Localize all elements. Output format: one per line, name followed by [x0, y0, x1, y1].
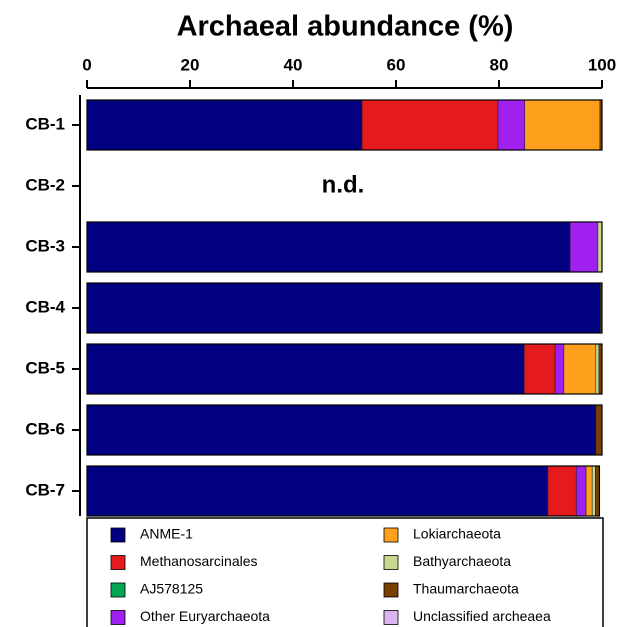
bar-segment — [497, 99, 526, 151]
legend-swatch — [383, 555, 399, 570]
bar-segment — [585, 465, 593, 517]
bar-outline — [86, 465, 601, 517]
legend-label: Bathyarchaeota — [413, 553, 511, 569]
y-tick-label: CB-6 — [25, 419, 65, 438]
legend-swatch — [110, 555, 126, 570]
bar-segment — [563, 343, 597, 395]
bar-segment — [575, 465, 587, 517]
legend-swatch — [110, 527, 126, 543]
legend-swatch — [383, 527, 399, 543]
y-tick-label: CB-1 — [25, 114, 65, 133]
legend-label: ANME-1 — [140, 526, 193, 542]
bar-outline — [86, 282, 603, 334]
legend-label: Lokiarchaeota — [413, 526, 501, 542]
legend-swatch — [110, 582, 126, 598]
x-tick-label: 100 — [588, 55, 616, 74]
annotation: n.d. — [322, 171, 365, 198]
bar-segment — [597, 221, 603, 273]
chart-title: Archaeal abundance (%) — [177, 11, 514, 43]
y-tick-label: CB-5 — [25, 358, 65, 377]
x-tick-label: 20 — [181, 55, 200, 74]
y-tick-label: CB-3 — [25, 236, 65, 255]
bar-segment — [86, 465, 549, 517]
bar-segment — [86, 343, 525, 395]
bar-segment — [524, 99, 601, 151]
legend-label: Thaumarchaeota — [413, 581, 519, 597]
bar-segment — [86, 221, 571, 273]
bar-outline — [86, 221, 603, 273]
bar-segment — [86, 404, 597, 456]
bar-segment — [86, 282, 601, 334]
y-tick-label: CB-4 — [25, 297, 65, 316]
bar-outline — [86, 343, 603, 395]
legend-label: Unclassified archeaea — [413, 608, 551, 624]
bar-outline — [86, 99, 603, 151]
legend-swatch — [383, 582, 399, 598]
bar-segment — [591, 465, 596, 517]
legend-swatch — [110, 610, 126, 625]
legend-swatch — [383, 610, 399, 625]
legend-label: AJ578125 — [140, 581, 203, 597]
bar-segment — [86, 99, 363, 151]
bar-segment — [595, 404, 603, 456]
legend-label: Other Euryarchaeota — [140, 608, 270, 624]
x-tick-label: 0 — [82, 55, 91, 74]
legend-box — [86, 517, 604, 627]
y-tick-label: CB-2 — [25, 175, 65, 194]
bar-segment — [595, 465, 600, 517]
x-tick-label: 60 — [387, 55, 406, 74]
bar-segment — [361, 99, 499, 151]
bar-outline — [86, 404, 603, 456]
y-tick-label: CB-7 — [25, 480, 65, 499]
bar-segment — [595, 343, 600, 395]
x-tick-label: 40 — [284, 55, 303, 74]
bar-segment — [523, 343, 556, 395]
bar-segment — [554, 343, 565, 395]
legend-label: Methanosarcinales — [140, 553, 258, 569]
bar-segment — [547, 465, 577, 517]
bar-segment — [569, 221, 599, 273]
x-tick-label: 80 — [490, 55, 509, 74]
